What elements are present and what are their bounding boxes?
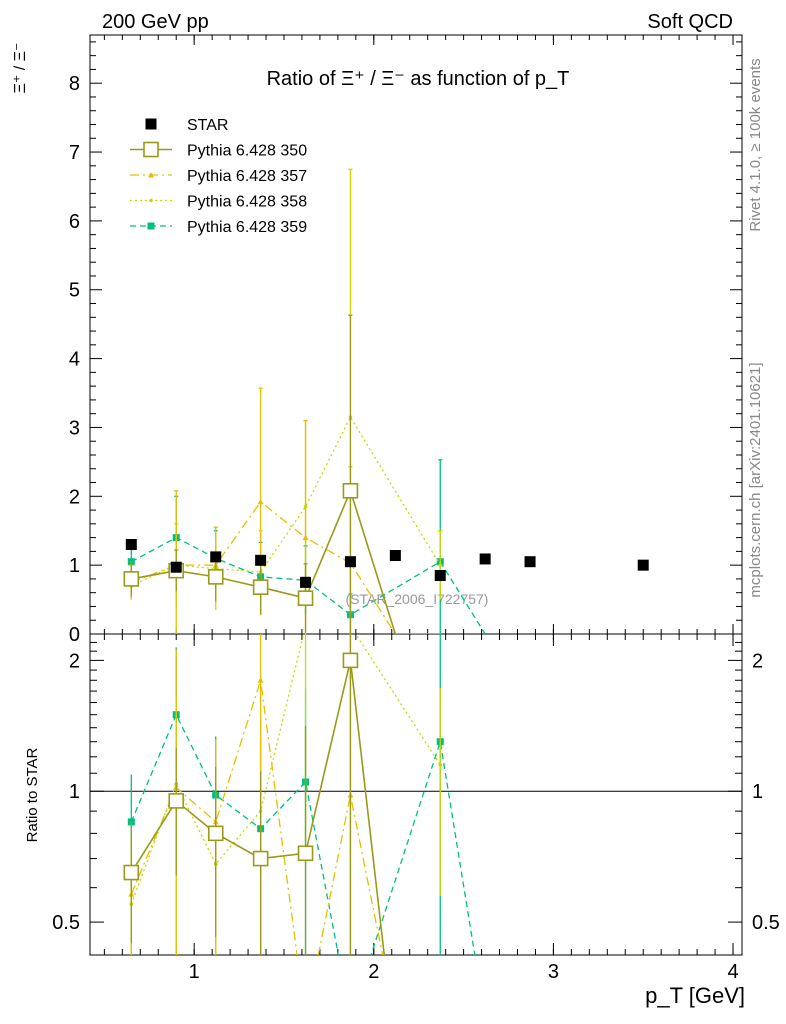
ratio-tick-label: 2 [69,650,80,672]
star-point [300,576,312,588]
data-point [302,534,309,541]
legend-item: Pythia 6.428 350 [130,141,307,160]
legend-item: STAR [145,117,228,134]
ratio-tick-label-right: 0.5 [752,912,780,934]
ratio-point [342,652,359,669]
data-point [342,482,359,499]
header-right: Soft QCD [647,11,733,33]
data-point [257,498,264,505]
ratio-point [207,825,224,842]
legend-item: Pythia 6.428 357 [130,168,307,185]
ratio-point [257,677,264,683]
y-tick-label: 6 [69,211,80,233]
legend-label: Pythia 6.428 359 [187,219,307,236]
ratio-frame [89,633,743,956]
star-point [524,556,536,568]
ratio-point [168,793,185,809]
legend-marker-star [145,118,157,130]
star-point [125,538,137,550]
x-tick-label: 2 [368,961,379,983]
legend-label: Pythia 6.428 358 [187,194,307,211]
legend-marker [149,198,153,203]
legend-label: STAR [187,117,228,134]
ratio-axis-label: Ratio to STAR [24,747,41,842]
ratio-tick-label-right: 2 [752,650,763,672]
plot-title: Ratio of Ξ⁺ / Ξ⁻ as function of p_T [267,68,570,90]
analysis-watermark: (STAR_2006_I722757) [346,591,489,607]
ratio-point [297,845,314,862]
star-point [344,556,356,568]
y-tick-label: 1 [69,555,80,577]
data-point [252,579,269,595]
series-pythia-6-428-350 [123,314,441,634]
series-pythia-6-428-359 [127,459,486,634]
x-axis-label: p_T [GeV] [645,983,745,1008]
ratio-series-pythia-6-428-350 [123,634,386,955]
ratio-point [252,850,269,867]
legend-marker [143,141,159,158]
data-point [123,571,140,587]
ratio-point [438,763,443,767]
legend-label: Pythia 6.428 357 [187,168,307,185]
legend-marker [148,172,154,178]
star-point [434,569,446,581]
header-left: 200 GeV pp [102,11,209,33]
legend-marker [147,222,155,230]
star-point [255,554,267,566]
ratio-tick-label-right: 1 [752,781,763,803]
y-tick-label: 7 [69,142,80,164]
data-point [297,590,314,606]
ratio-tick-label: 0.5 [52,912,80,934]
series-line [131,536,486,634]
legend-item: Pythia 6.428 358 [130,194,307,211]
series-line [131,500,441,634]
ratio-tick-label: 1 [69,781,80,803]
y-axis-label: Ξ⁺ / Ξ⁻ [12,42,29,93]
y-tick-label: 8 [69,73,80,95]
y-tick-label: 4 [69,349,80,371]
ratio-line [130,634,441,905]
ratio-point [123,864,140,881]
ratio-line [130,713,476,955]
x-tick-label: 4 [727,961,738,983]
star-point [389,550,401,562]
series-star [125,538,649,588]
y-tick-label: 3 [69,417,80,439]
legend-label: Pythia 6.428 350 [187,143,307,160]
x-tick-label: 3 [548,961,559,983]
y-tick-label: 0 [69,624,80,646]
mcplots-label: mcplots.cern.ch [arXiv:2401.10621] [747,362,764,597]
star-point [637,559,649,571]
star-point [210,551,222,563]
star-point [479,553,491,565]
data-point [438,563,443,567]
y-tick-label: 2 [69,486,80,508]
rivet-label: Rivet 4.1.0, ≥ 100k events [747,58,764,231]
star-point [170,561,182,573]
x-tick-label: 1 [189,961,200,983]
ratio-line [130,680,384,955]
y-tick-label: 5 [69,280,80,302]
legend-item: Pythia 6.428 359 [130,219,307,236]
data-point [207,569,224,585]
